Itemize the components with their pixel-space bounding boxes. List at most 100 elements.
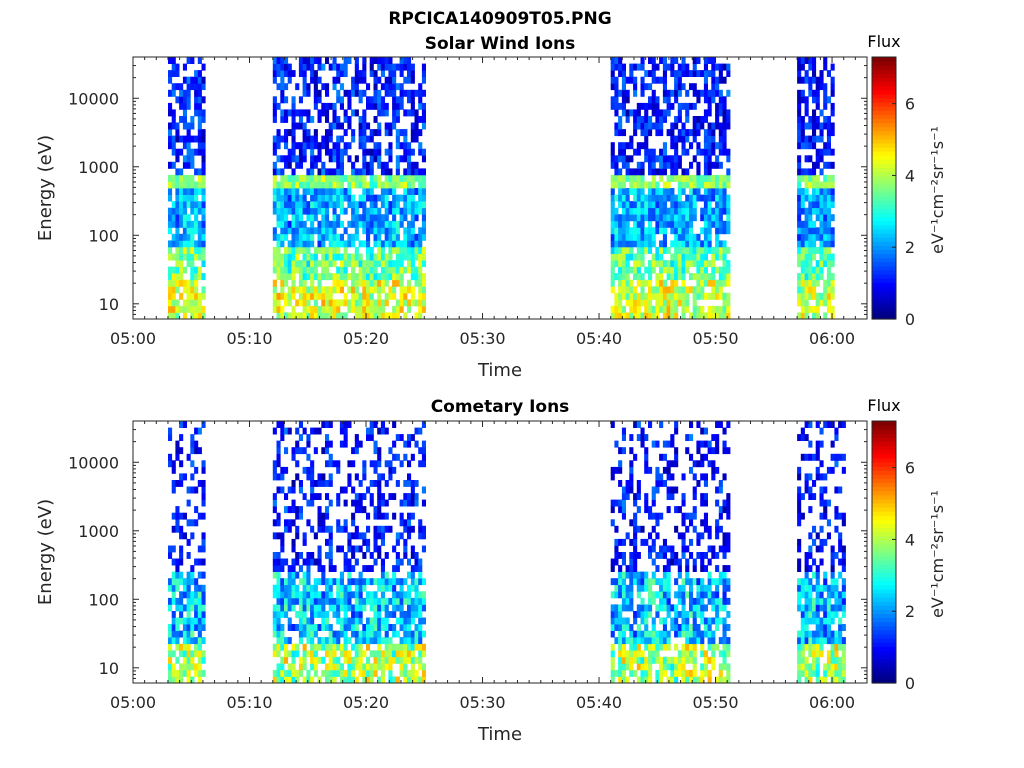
heatmap-cell <box>726 565 731 572</box>
heatmap-cell <box>421 273 426 281</box>
heatmap-cell <box>819 240 824 248</box>
heatmap-cell <box>384 266 389 274</box>
heatmap-cell <box>175 571 180 579</box>
heatmap-cell <box>610 305 615 313</box>
heatmap-cell <box>418 460 423 468</box>
heatmap-cell <box>351 129 356 137</box>
heatmap-cell <box>373 260 378 268</box>
heatmap-cell <box>418 148 423 156</box>
heatmap-cell <box>306 181 311 189</box>
heatmap-cell <box>201 142 206 150</box>
heatmap-cell <box>418 89 423 97</box>
heatmap-cell <box>666 565 671 572</box>
heatmap-cell <box>677 174 682 182</box>
heatmap-cell <box>325 109 330 117</box>
heatmap-cell <box>662 440 667 448</box>
heatmap-cell <box>681 545 686 553</box>
heatmap-cell <box>384 253 389 261</box>
heatmap-cell <box>689 214 694 222</box>
heatmap-cell <box>812 246 817 254</box>
heatmap-cell <box>610 57 615 64</box>
heatmap-cell <box>351 266 356 274</box>
heatmap-cell <box>804 142 809 150</box>
heatmap-cell <box>681 611 686 618</box>
heatmap-cell <box>272 552 277 559</box>
heatmap-cell <box>302 558 307 566</box>
heatmap-cell <box>655 201 660 209</box>
heatmap-cell <box>674 299 679 307</box>
heatmap-cell <box>815 447 820 455</box>
heatmap-cell <box>800 578 805 586</box>
heatmap-cell <box>715 201 720 209</box>
heatmap-cell <box>317 96 322 104</box>
heatmap-cell <box>800 637 805 645</box>
heatmap-cell <box>302 597 307 605</box>
heatmap-cell <box>197 220 202 228</box>
heatmap-cell <box>648 188 653 195</box>
heatmap-cell <box>726 299 731 307</box>
heatmap-cell <box>800 312 805 320</box>
heatmap-cell <box>797 109 802 117</box>
heatmap-cell <box>175 519 180 527</box>
heatmap-cell <box>295 188 300 195</box>
heatmap-cell <box>696 584 701 592</box>
heatmap-cell <box>707 220 712 228</box>
heatmap-cell <box>621 96 626 104</box>
heatmap-cell <box>343 558 348 566</box>
heatmap-cell <box>384 168 389 176</box>
heatmap-cell <box>388 597 393 605</box>
heatmap-cell <box>380 83 385 91</box>
heatmap-cell <box>298 161 303 169</box>
heatmap-cell <box>692 155 697 163</box>
heatmap-cell <box>800 240 805 248</box>
heatmap-cell <box>332 174 337 182</box>
heatmap-cell <box>168 273 173 281</box>
heatmap-cell <box>403 227 408 235</box>
heatmap-cell <box>644 499 649 507</box>
heatmap-cell <box>815 565 820 572</box>
heatmap-cell <box>804 181 809 189</box>
heatmap-cell <box>325 266 330 274</box>
heatmap-cell <box>377 305 382 313</box>
heatmap-cell <box>306 142 311 150</box>
heatmap-cell <box>358 135 363 143</box>
heatmap-cell <box>388 650 393 658</box>
heatmap-cell <box>703 194 708 202</box>
heatmap-cell <box>284 611 289 618</box>
heatmap-cell <box>351 630 356 638</box>
heatmap-cell <box>610 227 615 235</box>
heatmap-cell <box>332 207 337 215</box>
heatmap-cell <box>395 676 400 684</box>
heatmap-cell <box>325 89 330 97</box>
heatmap-cell <box>815 299 820 307</box>
heatmap-cell <box>358 611 363 618</box>
heatmap-cell <box>830 233 835 241</box>
heatmap-cell <box>343 246 348 254</box>
heatmap-cell <box>366 273 371 281</box>
heatmap-cell <box>670 604 675 612</box>
heatmap-cell <box>380 96 385 104</box>
heatmap-cell <box>815 233 820 241</box>
heatmap-cell <box>700 597 705 605</box>
heatmap-cell <box>291 312 296 320</box>
heatmap-cell <box>800 253 805 261</box>
heatmap-cell <box>197 512 202 520</box>
heatmap-cell <box>182 663 187 671</box>
heatmap-cell <box>362 201 367 209</box>
heatmap-cell <box>815 591 820 599</box>
heatmap-cell <box>272 669 277 677</box>
heatmap-cell <box>414 669 419 677</box>
heatmap-cell <box>175 253 180 261</box>
heatmap-cell <box>621 233 626 241</box>
heatmap-cell <box>815 122 820 130</box>
heatmap-cell <box>815 611 820 618</box>
heatmap-cell <box>689 611 694 618</box>
heatmap-cell <box>797 233 802 241</box>
heatmap-cell <box>377 447 382 455</box>
heatmap-cell <box>395 246 400 254</box>
colorbar-swatch <box>872 220 896 226</box>
heatmap-cell <box>722 129 727 137</box>
heatmap-cell <box>410 233 415 241</box>
heatmap-cell <box>287 194 292 202</box>
colorbar-swatch <box>872 257 896 263</box>
